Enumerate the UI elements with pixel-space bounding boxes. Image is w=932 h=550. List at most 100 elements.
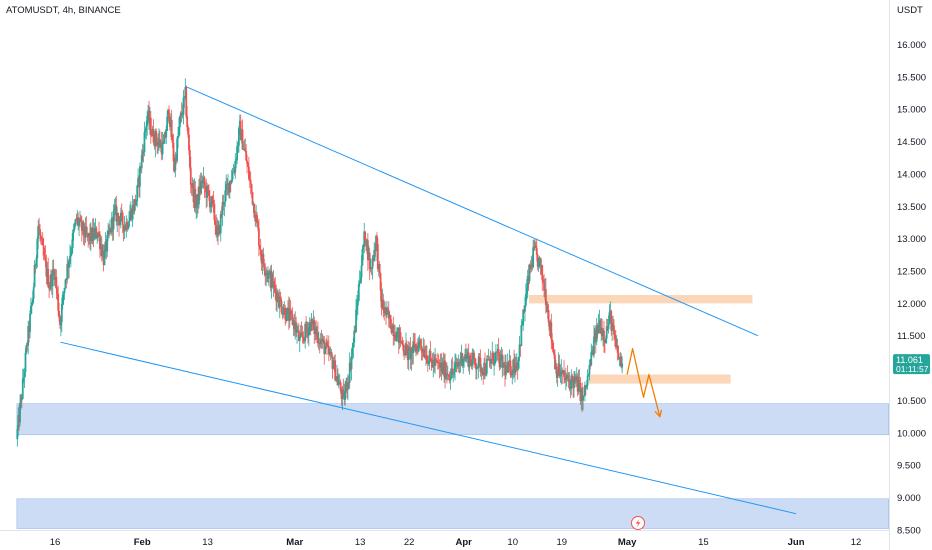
candle-body xyxy=(82,221,85,235)
candle-body xyxy=(111,217,114,230)
candle-body xyxy=(28,326,31,333)
candle-body xyxy=(208,196,211,208)
candle-body xyxy=(576,376,579,392)
time-tick-label: Jun xyxy=(788,537,805,548)
candle-body xyxy=(289,308,292,312)
candle-body xyxy=(368,252,371,270)
candle-body xyxy=(319,339,322,345)
candle-body xyxy=(35,258,38,266)
candle-body xyxy=(553,352,555,355)
candle-body xyxy=(382,299,385,310)
candle-body xyxy=(192,183,195,203)
lightning-icon[interactable] xyxy=(631,516,645,530)
candle-body xyxy=(79,217,82,221)
candle-body xyxy=(149,117,152,136)
candle-body xyxy=(590,352,593,366)
candle-body xyxy=(468,356,471,368)
candle-body xyxy=(394,334,397,340)
candle-body xyxy=(510,374,513,376)
candle-body xyxy=(554,366,557,370)
candle-body xyxy=(61,294,64,305)
candle-body xyxy=(609,311,612,313)
candle-body xyxy=(381,299,384,308)
candle-body xyxy=(141,151,144,156)
candle-body xyxy=(524,305,526,312)
candle-body xyxy=(454,363,456,369)
candle-body xyxy=(365,239,367,247)
candle-body xyxy=(73,225,76,230)
chart-title: ATOMUSDT, 4h, BINANCE xyxy=(6,5,121,16)
candle-body xyxy=(436,361,439,363)
candle-body xyxy=(412,341,415,354)
candle-body xyxy=(168,117,171,127)
candle-body xyxy=(328,352,331,355)
candle-body xyxy=(158,139,160,143)
candle-body xyxy=(483,362,486,375)
candle-body xyxy=(237,145,239,147)
candle-body xyxy=(479,358,482,372)
candle-body xyxy=(492,352,495,365)
candle-body xyxy=(130,209,133,220)
candle-body xyxy=(260,255,263,264)
candle-body xyxy=(425,355,427,358)
candle-body xyxy=(459,362,462,364)
candle-body xyxy=(146,115,149,127)
candle-body xyxy=(211,196,214,200)
candle-body xyxy=(27,326,30,346)
candle-body xyxy=(528,264,531,282)
candle-body xyxy=(119,212,122,221)
candle-body xyxy=(265,273,268,275)
candle-body xyxy=(103,249,106,265)
candle-body xyxy=(601,327,604,336)
candle-body xyxy=(313,320,316,334)
time-axis[interactable]: 16 Feb 13 Mar 13 22 Apr 10 19 May 15 Jun 12 xyxy=(50,537,862,548)
candle-body xyxy=(43,255,46,257)
candle-body xyxy=(567,378,570,382)
time-tick-label: 12 xyxy=(851,537,862,548)
candle-body xyxy=(514,365,516,374)
candle-body xyxy=(110,217,113,233)
candle-body xyxy=(193,188,196,203)
candle-body xyxy=(602,330,604,336)
candle-body xyxy=(64,279,67,288)
candle-body xyxy=(161,141,164,155)
candle-body xyxy=(23,372,26,378)
candle-body xyxy=(349,362,352,370)
candle-body xyxy=(320,339,323,342)
candle-body xyxy=(527,275,530,282)
candle-body xyxy=(210,196,213,205)
candle-body xyxy=(473,352,476,359)
candle-body xyxy=(304,323,307,342)
candle-body xyxy=(217,226,219,234)
candle-body xyxy=(281,312,284,315)
candle-body xyxy=(414,344,416,352)
candle-body xyxy=(351,347,354,357)
candle-body xyxy=(466,352,469,356)
candle-body xyxy=(580,388,583,402)
candle-body xyxy=(303,338,306,342)
candle-body xyxy=(132,204,135,212)
candle-body xyxy=(109,227,112,233)
candle-body xyxy=(88,233,90,238)
candle-body xyxy=(500,354,503,356)
candle-body xyxy=(598,320,601,325)
candle-body xyxy=(485,359,488,374)
candle-body xyxy=(419,339,422,346)
candle-body xyxy=(443,360,446,375)
candle-body xyxy=(369,267,372,270)
candle-body xyxy=(153,142,156,147)
candle-body xyxy=(162,141,165,144)
candle-body xyxy=(235,160,238,162)
candle-body xyxy=(55,276,58,289)
candle-body xyxy=(166,116,169,131)
candle-body xyxy=(45,261,48,277)
candle-body xyxy=(204,186,207,188)
price-axis[interactable]: 8.5009.0009.50010.00010.50011.00011.5001… xyxy=(897,40,926,536)
candle-body xyxy=(269,271,272,288)
candle-body xyxy=(498,355,501,368)
candle-body xyxy=(407,347,410,361)
candle-body xyxy=(296,330,298,333)
candle-body xyxy=(533,247,535,249)
candle-body xyxy=(433,359,436,366)
